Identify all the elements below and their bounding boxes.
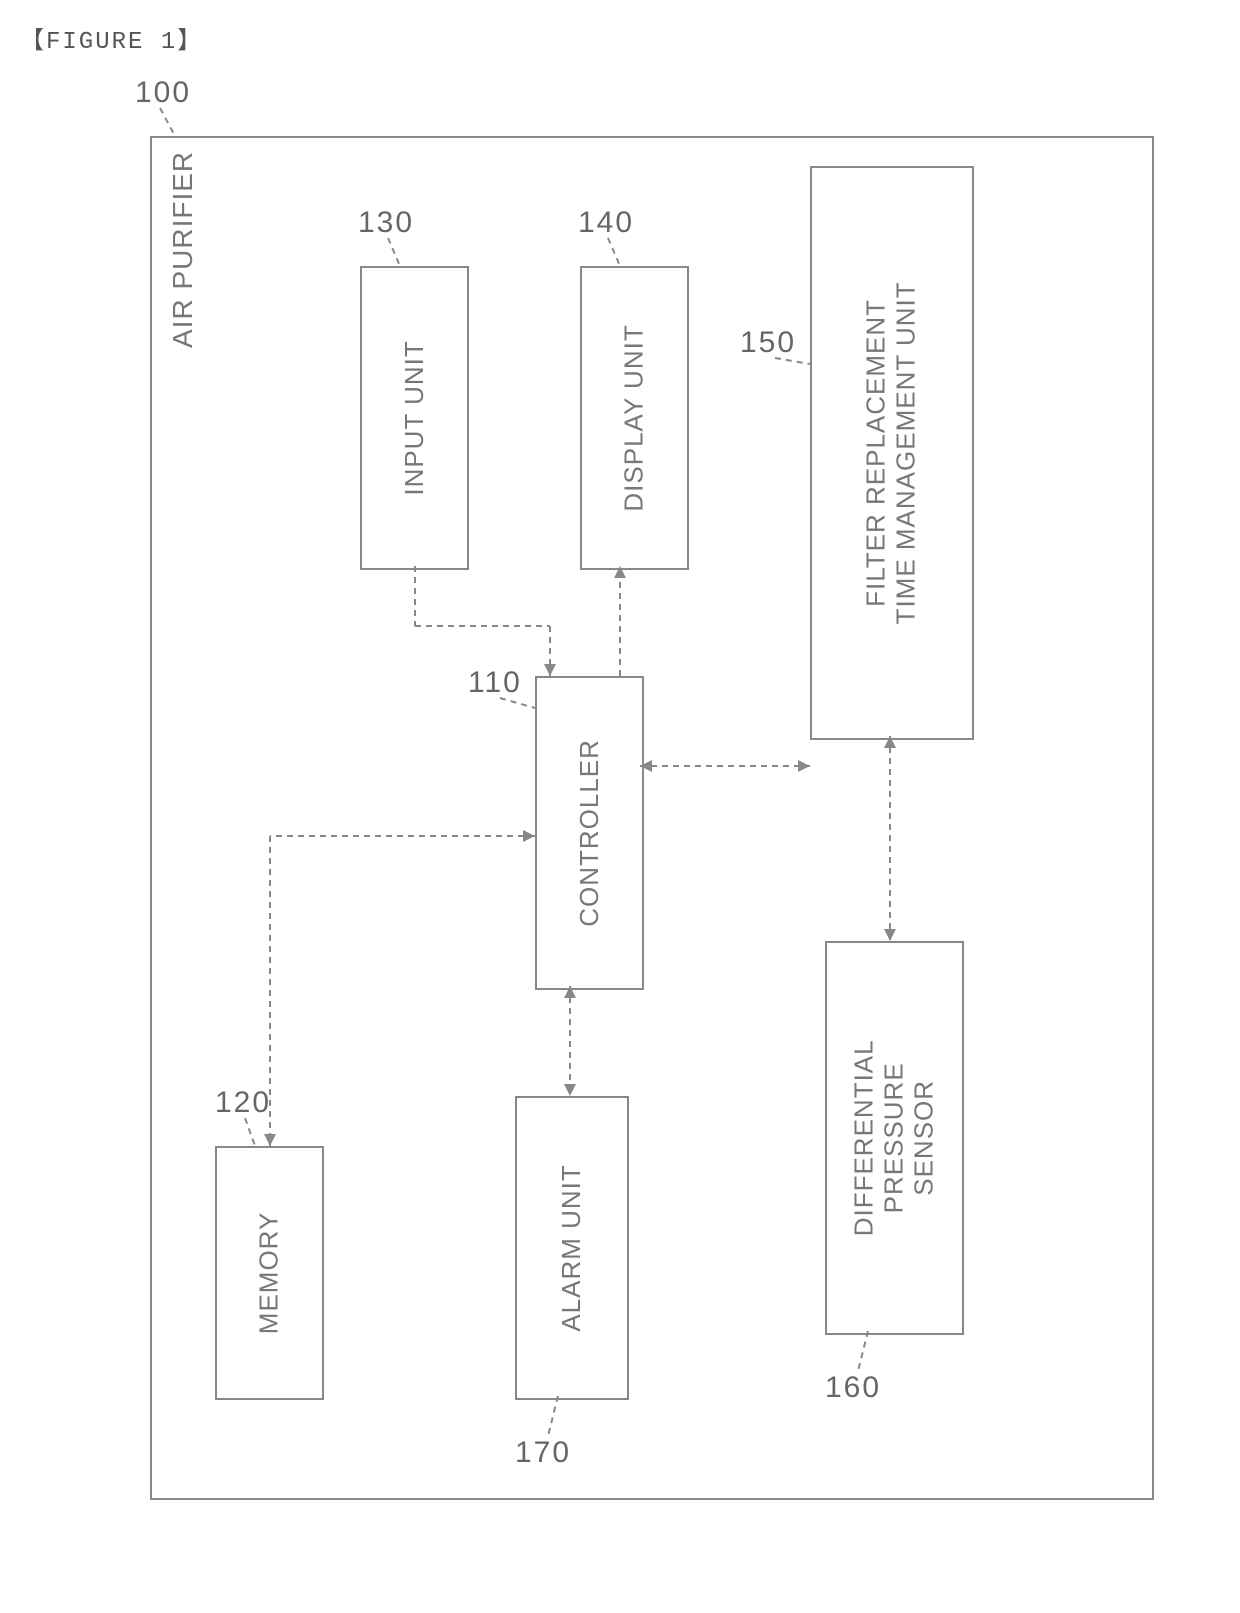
ref-140: 140 <box>578 206 634 240</box>
block-memory-label: MEMORY <box>255 1212 285 1335</box>
block-display: DISPLAY UNIT <box>580 266 689 570</box>
ref-150: 150 <box>740 326 796 360</box>
ref-110: 110 <box>468 666 522 700</box>
ref-170: 170 <box>515 1436 571 1470</box>
block-memory: MEMORY <box>215 1146 324 1400</box>
ref-160: 160 <box>825 1371 881 1405</box>
block-display-label: DISPLAY UNIT <box>620 324 650 511</box>
block-controller: CONTROLLER <box>535 676 644 990</box>
block-alarm-label: ALARM UNIT <box>557 1164 587 1331</box>
ref-130: 130 <box>358 206 414 240</box>
block-controller-label: CONTROLLER <box>575 739 605 927</box>
diagram: 100 AIR PURIFIER MEMORY 120 INPUT UNIT 1… <box>80 66 1180 1546</box>
block-input: INPUT UNIT <box>360 266 469 570</box>
block-input-label: INPUT UNIT <box>400 340 430 495</box>
ref-120: 120 <box>215 1086 271 1120</box>
block-filter-label: FILTER REPLACEMENT TIME MANAGEMENT UNIT <box>862 281 922 624</box>
block-dps-label: DIFFERENTIAL PRESSURE SENSOR <box>850 1040 940 1237</box>
container-title: AIR PURIFIER <box>167 151 199 348</box>
block-filter: FILTER REPLACEMENT TIME MANAGEMENT UNIT <box>810 166 974 740</box>
ref-100: 100 <box>135 76 191 110</box>
figure-label: 【FIGURE 1】 <box>20 20 1220 56</box>
block-dps: DIFFERENTIAL PRESSURE SENSOR <box>825 941 964 1335</box>
block-alarm: ALARM UNIT <box>515 1096 629 1400</box>
